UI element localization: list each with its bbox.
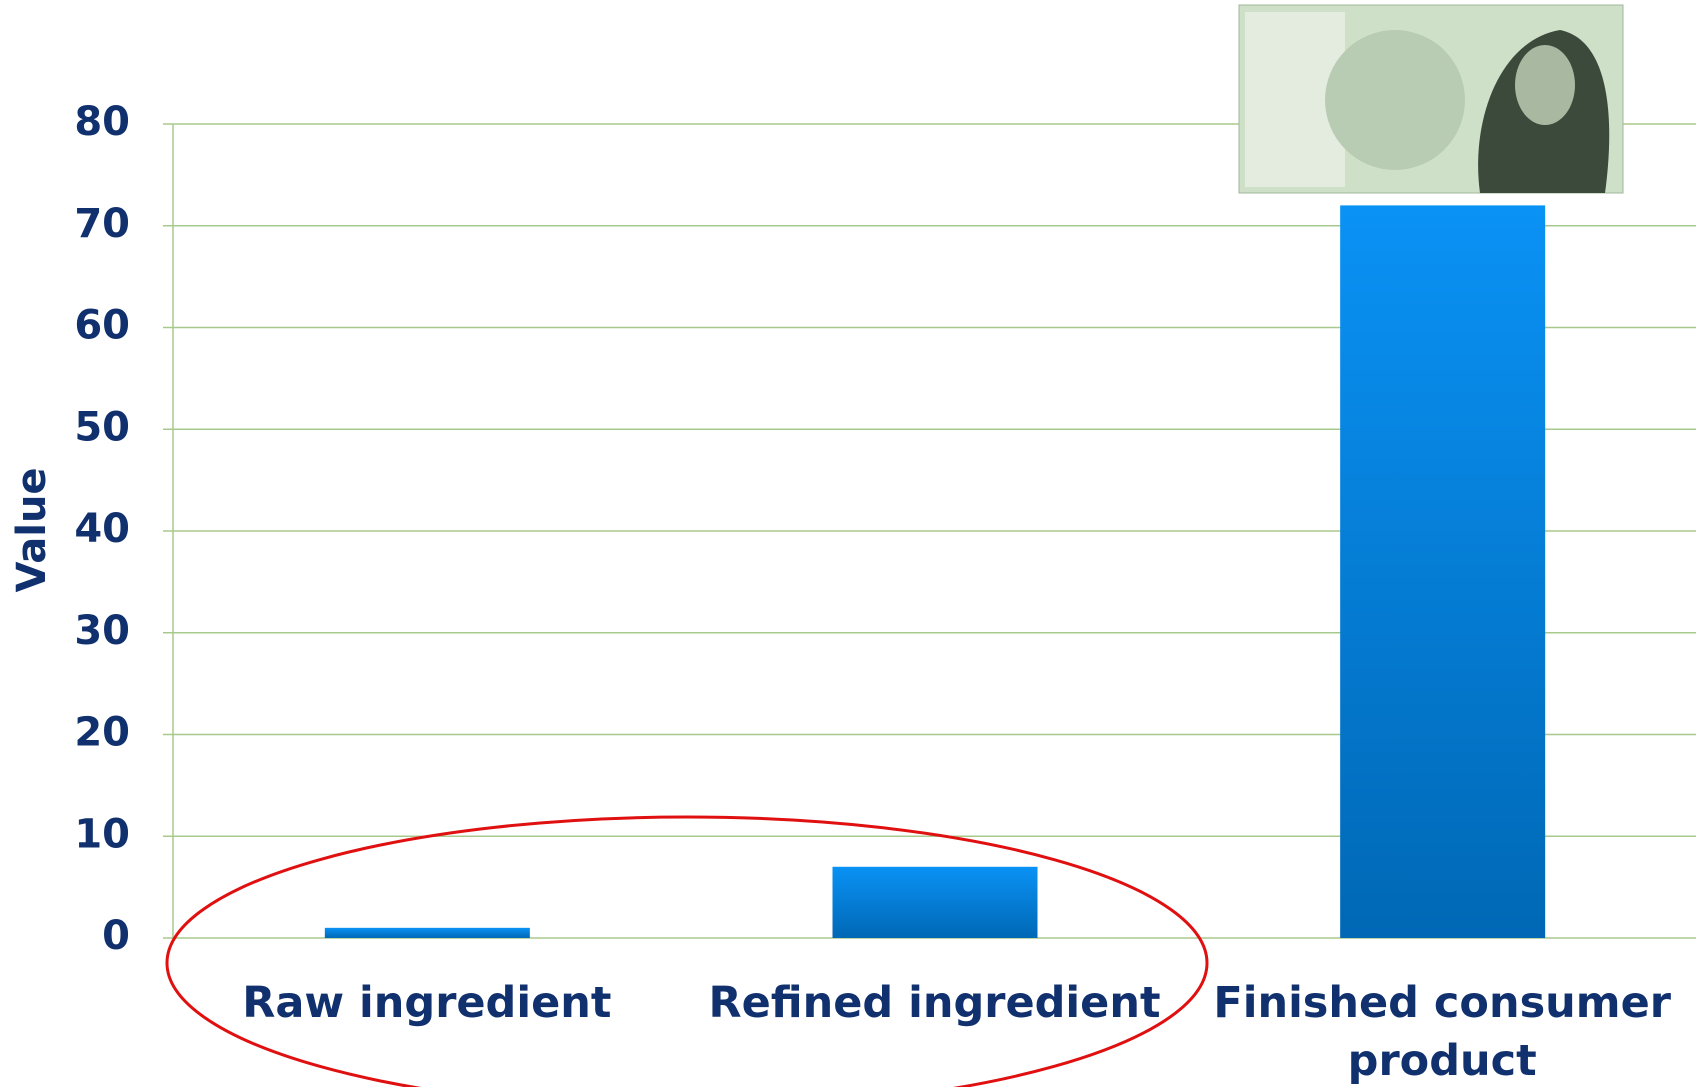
y-tick-label: 0 <box>102 913 130 959</box>
y-tick-label: 70 <box>74 201 130 247</box>
y-tick-label: 30 <box>74 608 130 654</box>
x-tick-label: Finished consumer product <box>1188 974 1696 1090</box>
y-tick-label: 20 <box>74 710 130 756</box>
bar <box>1340 205 1545 938</box>
bar <box>833 867 1038 938</box>
y-tick-label: 10 <box>74 811 130 857</box>
highlight-ellipse <box>167 817 1207 1087</box>
chart: Value 0 10 20 30 40 50 60 70 80 <box>0 0 1696 1087</box>
page: Value 0 10 20 30 40 50 60 70 80 Raw ingredientRe… <box>0 0 1696 1087</box>
y-tick-label: 40 <box>74 506 130 552</box>
bar <box>325 928 530 938</box>
y-tick-label: 50 <box>74 404 130 450</box>
banknote-image <box>1239 5 1623 193</box>
x-tick-label: Raw ingredient <box>173 974 681 1032</box>
y-tick-label: 60 <box>74 303 130 349</box>
y-axis-title: Value <box>9 467 55 592</box>
x-tick-label: Refined ingredient <box>681 974 1189 1032</box>
y-tick-label: 80 <box>74 99 130 145</box>
